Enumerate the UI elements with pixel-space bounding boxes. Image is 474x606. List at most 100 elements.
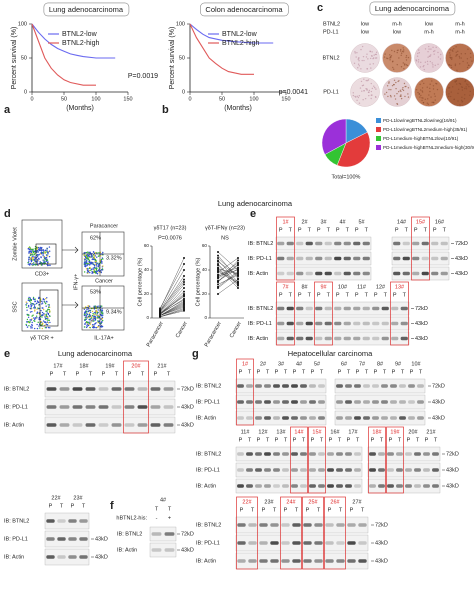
flow-event — [44, 314, 46, 316]
percent: 53% — [90, 289, 101, 295]
ihc-texture — [366, 89, 368, 91]
flow-event — [98, 320, 100, 323]
y-tick-label: 50 — [179, 55, 185, 61]
flow-event — [96, 265, 98, 267]
y-tick-label: 0 — [146, 315, 149, 320]
flow-event — [37, 246, 40, 249]
blot-membrane — [149, 526, 177, 542]
ihc-texture — [402, 86, 404, 89]
ihc-texture — [430, 54, 432, 56]
flow-event — [42, 307, 44, 309]
flow-event — [93, 257, 95, 259]
flow-event — [29, 299, 31, 301]
tissue-label: Paracancer — [90, 223, 118, 229]
flow-event — [90, 316, 93, 318]
flow-event — [28, 321, 31, 324]
blot-band — [315, 241, 323, 246]
blot-band — [124, 387, 135, 391]
flow-event — [86, 264, 88, 267]
blot-band — [353, 241, 361, 246]
ihc-texture — [400, 94, 402, 96]
y-axis-label: Cell percentage (%) — [195, 258, 201, 307]
flow-event — [90, 317, 93, 319]
blot-band — [362, 336, 370, 341]
ihc-texture — [373, 85, 375, 87]
size-marker: 43kD — [375, 558, 388, 564]
highlight-box — [123, 360, 149, 434]
flow-event — [91, 255, 93, 257]
flow-event — [88, 267, 91, 270]
ihc-texture — [370, 90, 373, 93]
ihc-texture — [407, 93, 409, 95]
ihc-texture — [454, 81, 456, 83]
flow-event — [46, 310, 48, 312]
flow-event — [96, 252, 98, 254]
blot-band — [343, 256, 351, 261]
ihc-texture — [357, 67, 359, 69]
blot-band — [431, 271, 439, 276]
ihc-texture — [462, 60, 464, 63]
blot-band — [327, 484, 334, 488]
ihc-texture — [427, 56, 429, 58]
ihc-texture — [403, 49, 405, 51]
legend-label: PD-L1low/negBTNL2low/neg(16/91) — [383, 118, 457, 123]
ihc-texture — [356, 51, 358, 54]
blot-band — [137, 387, 148, 391]
blot-band — [296, 271, 304, 276]
dot — [183, 297, 185, 300]
ihc-texture — [407, 96, 410, 98]
blot-band — [399, 384, 406, 388]
blot-band — [402, 256, 410, 261]
pair-line — [217, 257, 239, 273]
ihc-texture — [458, 55, 461, 58]
row-label: IB: BTNL2 — [196, 522, 221, 528]
ihc-texture — [426, 60, 429, 63]
row-label: IB: Actin — [248, 336, 268, 342]
ihc-texture — [356, 95, 358, 98]
lane-label: T — [266, 437, 270, 443]
ihc-texture — [427, 63, 429, 65]
ihc-texture — [403, 82, 406, 85]
flow-event — [46, 297, 48, 299]
blot-membrane — [367, 478, 441, 494]
lane-label: T — [115, 371, 119, 377]
pair-line — [159, 281, 185, 313]
flow-event — [30, 248, 32, 251]
blot-band — [440, 241, 448, 246]
dot — [217, 283, 219, 286]
panel-letter: e — [250, 208, 256, 220]
blot-band — [309, 400, 316, 404]
blot-band — [309, 468, 316, 472]
lane-label: T — [168, 506, 172, 512]
ihc-texture — [460, 99, 463, 102]
blot-band — [336, 468, 343, 472]
flow-event — [40, 324, 42, 326]
blot-band — [46, 423, 57, 427]
flow-event — [45, 260, 47, 263]
ihc-texture — [468, 85, 470, 88]
flow-event — [93, 318, 95, 320]
lane-label: P — [355, 227, 359, 233]
dot — [217, 267, 219, 270]
ihc-texture — [450, 66, 453, 69]
flow-event — [33, 258, 36, 261]
blot-membrane — [44, 416, 176, 434]
ihc-texture — [451, 86, 454, 88]
row-label: IB: PD-L1 — [4, 404, 28, 410]
flow-event — [101, 312, 103, 314]
blot-band — [399, 400, 406, 404]
blot-band — [324, 306, 332, 311]
ihc-texture — [375, 57, 378, 59]
sample-label: 15# — [312, 429, 322, 435]
flow-event — [40, 262, 42, 264]
ihc-texture — [464, 79, 467, 82]
flow-event — [48, 255, 51, 258]
ihc-texture — [358, 95, 361, 97]
blot-band — [391, 306, 399, 311]
flow-event — [46, 255, 49, 257]
blot-band — [423, 484, 430, 488]
blot-band — [255, 384, 262, 388]
ihc-texture — [366, 68, 368, 70]
ihc-texture — [454, 63, 457, 65]
ihc-texture — [358, 56, 360, 59]
